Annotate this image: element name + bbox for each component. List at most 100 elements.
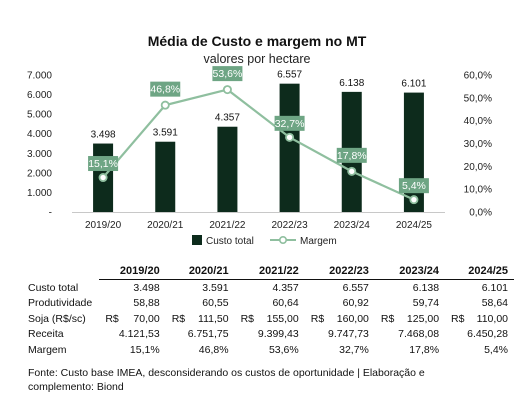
margem-label-box <box>274 115 305 131</box>
table-cell: 6.138 <box>375 280 445 296</box>
table-header-year: 2024/25 <box>445 262 514 280</box>
margem-value-label: 17,8% <box>337 150 367 162</box>
cell-value: 15,1% <box>129 343 160 356</box>
margem-value-label: 15,1% <box>88 158 118 170</box>
table-cell: 15,1% <box>99 342 165 358</box>
chart-subtitle: valores por hectare <box>203 52 311 66</box>
cell-value: 155,00 <box>266 312 299 325</box>
margem-value-label: 53,6% <box>213 68 243 80</box>
table-cell: R$ 160,00 <box>305 311 375 327</box>
cell-value: 59,74 <box>412 297 440 310</box>
cell-value: 3.591 <box>202 281 229 294</box>
cell-value: 6.450,28 <box>467 328 508 341</box>
x-tick-label: 2024/25 <box>396 220 433 231</box>
left-tick-label: - <box>49 208 52 219</box>
table-cell: 9.747,73 <box>305 327 375 343</box>
table-cell: 59,74 <box>375 296 445 312</box>
legend-swatch-custo-total <box>192 235 202 245</box>
right-tick-label: 30,0% <box>464 139 492 150</box>
currency-symbol: R$ <box>240 312 255 325</box>
bar-value-label: 3.591 <box>153 128 178 139</box>
table-cell: 32,7% <box>305 342 375 358</box>
cell-value: 160,00 <box>336 312 369 325</box>
right-tick-label: 40,0% <box>464 116 492 127</box>
left-tick-label: 2.000 <box>27 168 52 179</box>
table-cell: 3.591 <box>166 280 235 296</box>
cell-value: 60,92 <box>342 297 369 310</box>
row-label: Custo total <box>28 281 79 294</box>
cell-value: 110,00 <box>476 312 508 325</box>
left-tick-label: 4.000 <box>27 129 52 140</box>
margem-point <box>347 166 357 176</box>
row-label: Margem <box>28 343 67 356</box>
right-tick-label: 60,0% <box>464 71 492 82</box>
footnote: Fonte: Custo base IMEA, desconsiderando … <box>28 367 425 393</box>
bar-value-label: 6.557 <box>277 70 302 81</box>
cell-value: 6.101 <box>481 281 508 294</box>
x-tick-label: 2020/21 <box>147 220 184 231</box>
bar-custo-total <box>403 92 424 212</box>
data-table: 2019/20 2020/21 2021/22 2022/23 2023/24 2024/… <box>28 262 514 358</box>
table-cell: 53,6% <box>235 342 305 358</box>
x-tick-label: 2022/23 <box>272 220 309 231</box>
cell-value: 17,8% <box>409 343 440 356</box>
margem-label-box <box>212 66 243 82</box>
cell-value: 4.121,53 <box>118 328 160 341</box>
table-cell: R$ 110,00 <box>445 311 514 327</box>
cell-value: 111,50 <box>198 312 229 325</box>
table-cell: 7.468,08 <box>375 327 445 343</box>
margem-value-label: 32,7% <box>275 118 305 130</box>
cell-value: 6.751,75 <box>187 328 229 341</box>
cell-value: 6.138 <box>412 281 440 294</box>
cell-value: 9.399,43 <box>257 328 299 341</box>
table-cell: 58,88 <box>99 296 165 312</box>
left-tick-label: 6.000 <box>27 90 52 101</box>
legend-label-custo-total: Custo total <box>206 236 254 247</box>
margem-label-box <box>336 147 367 163</box>
cell-value: 53,6% <box>268 343 299 356</box>
bar-value-label: 6.138 <box>339 78 364 89</box>
bar-custo-total <box>155 141 176 212</box>
table-row: Custo total 3.498 3.591 4.357 6.557 6.138 6.10… <box>28 280 514 296</box>
table-cell: 3.498 <box>99 280 165 296</box>
margem-point <box>160 100 170 110</box>
table-cell: 60,64 <box>235 296 305 312</box>
table-row: Soja (R$/sc) R$ 70,00 R$ 111,50 R$ 155,00 R$ 160… <box>28 311 514 327</box>
margem-point <box>98 173 108 183</box>
legend-label-margem: Margem <box>300 236 337 247</box>
table-cell: 6.557 <box>305 280 375 296</box>
legend-marker-margem <box>278 236 287 245</box>
table-row: Receita 4.121,53 6.751,75 9.399,43 9.747,73 7… <box>28 327 514 343</box>
table-cell: 17,8% <box>375 342 445 358</box>
cell-value: 58,64 <box>481 297 508 310</box>
table-cell: R$ 125,00 <box>375 311 445 327</box>
row-label: Produtividade <box>28 297 93 310</box>
table-header-year: 2023/24 <box>374 262 446 280</box>
x-tick-label: 2023/24 <box>334 220 371 231</box>
margem-label-box <box>398 178 429 194</box>
margem-point <box>285 132 295 142</box>
right-tick-label: 50,0% <box>464 93 492 104</box>
table-cell: 4.121,53 <box>99 327 165 343</box>
table-cell: 5,4% <box>445 342 514 358</box>
bar-custo-total <box>279 83 300 213</box>
right-tick-label: 0,0% <box>469 208 492 219</box>
cell-value: 5,4% <box>484 343 508 356</box>
table-row: Margem 15,1% 46,8% 53,6% 32,7% 17,8% 5,4% <box>28 342 514 358</box>
currency-symbol: R$ <box>380 312 395 325</box>
margem-value-label: 46,8% <box>150 84 180 96</box>
table-cell: 6.751,75 <box>166 327 235 343</box>
bar-custo-total <box>217 126 238 212</box>
currency-symbol: R$ <box>310 312 325 325</box>
x-tick-label: 2019/20 <box>85 220 122 231</box>
table-cell: 6.450,28 <box>445 327 514 343</box>
margem-point <box>222 85 232 95</box>
table-header-year: 2020/21 <box>165 262 235 280</box>
table-cell: 6.101 <box>445 280 514 296</box>
table-cell: 58,64 <box>445 296 514 312</box>
row-label: Receita <box>28 328 64 341</box>
cell-value: 60,55 <box>202 297 229 310</box>
row-label: Soja (R$/sc) <box>28 312 86 325</box>
table-cell: 60,92 <box>305 296 375 312</box>
bar-value-label: 6.101 <box>401 79 426 90</box>
